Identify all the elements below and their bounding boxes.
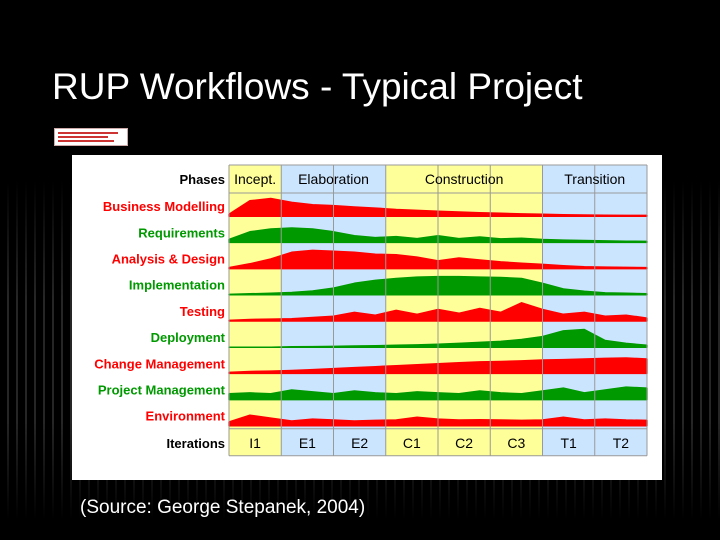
iteration-label: C2 [455, 435, 473, 451]
workflow-label: Business Modelling [103, 199, 225, 214]
workflow-label: Project Management [98, 383, 226, 398]
workflow-label: Change Management [94, 356, 225, 371]
iteration-label: C1 [403, 435, 421, 451]
iterations-heading: Iterations [166, 436, 225, 451]
phases-heading: Phases [179, 172, 225, 187]
source-caption: (Source: George Stepanek, 2004) [80, 497, 366, 518]
iteration-label: T1 [560, 435, 577, 451]
workflow-label: Environment [146, 409, 226, 424]
phase-label: Incept. [234, 171, 276, 187]
iteration-label: T2 [613, 435, 630, 451]
rup-hump-chart: Business Modelling Requirements Analysis &… [94, 164, 648, 457]
iteration-label: C3 [507, 435, 525, 451]
workflow-label: Testing [180, 304, 225, 319]
phase-label: Construction [425, 171, 504, 187]
slide-title: RUP Workflows - Typical Project [52, 66, 583, 107]
phase-label: Elaboration [298, 171, 369, 187]
workflow-label: Requirements [138, 225, 225, 240]
iteration-label: E1 [299, 435, 316, 451]
iteration-label: I1 [249, 435, 261, 451]
source-logo [54, 128, 128, 146]
iteration-label: E2 [351, 435, 368, 451]
phase-label: Transition [564, 171, 625, 187]
workflow-label: Analysis & Design [112, 252, 225, 267]
rup-workflow-diagram: Business Modelling Requirements Analysis &… [72, 155, 662, 480]
workflow-label: Implementation [129, 278, 225, 293]
workflow-label: Deployment [151, 330, 226, 345]
